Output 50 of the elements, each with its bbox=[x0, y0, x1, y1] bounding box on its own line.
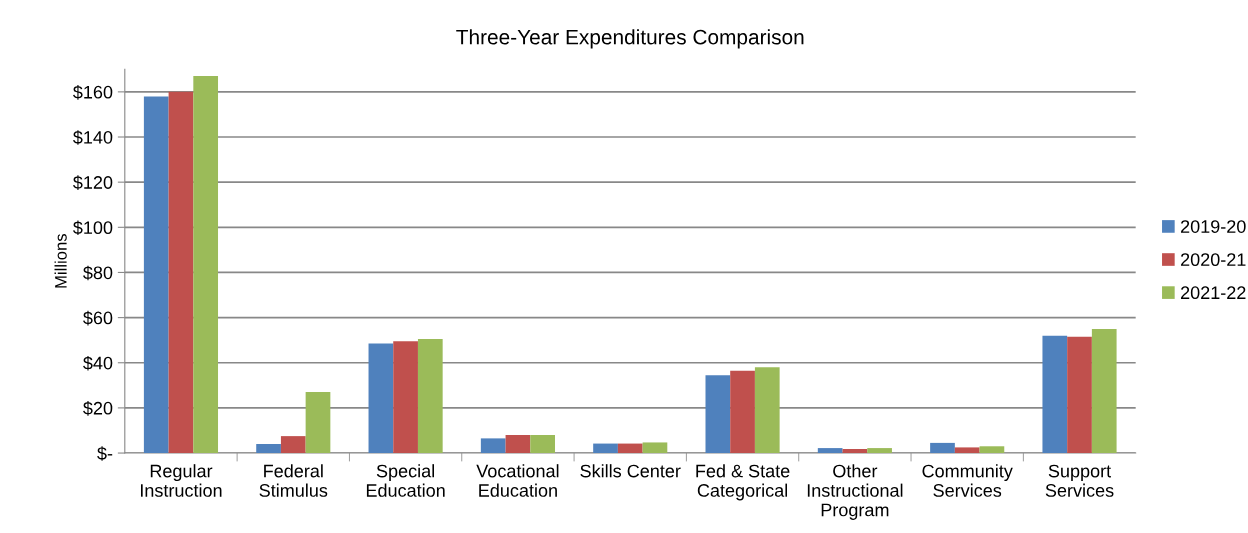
x-tick-label: Fed & State Categorical bbox=[696, 464, 790, 501]
x-tick-label: Support Services bbox=[1045, 464, 1114, 497]
x-tick-label: Federal Stimulus bbox=[259, 464, 328, 497]
bar bbox=[417, 339, 443, 454]
bar bbox=[256, 444, 281, 454]
bar bbox=[1067, 336, 1092, 454]
bar bbox=[168, 91, 194, 454]
bar bbox=[193, 76, 219, 454]
bar bbox=[617, 443, 643, 454]
bar bbox=[393, 341, 418, 454]
y-tick-label: $80 bbox=[83, 265, 113, 281]
y-tick-label: $- bbox=[97, 446, 113, 461]
bar bbox=[754, 367, 780, 454]
bar bbox=[1042, 335, 1068, 454]
bar bbox=[368, 343, 394, 454]
bar bbox=[530, 434, 555, 454]
legend-label: 2019-20 bbox=[1181, 220, 1246, 233]
y-axis-title: Millions bbox=[54, 233, 67, 288]
y-tick-label: $160 bbox=[73, 85, 113, 100]
legend-label: 2021-22 bbox=[1181, 286, 1246, 300]
bar bbox=[954, 447, 980, 454]
x-tick-label: Special Education bbox=[366, 464, 445, 497]
x-tick-label: Skills Center bbox=[580, 464, 681, 478]
bar bbox=[642, 442, 668, 454]
bar bbox=[867, 448, 892, 454]
x-tick-label: Regular Instruction bbox=[140, 464, 222, 497]
bar bbox=[705, 375, 731, 454]
legend-label: 2020-21 bbox=[1181, 253, 1246, 267]
bar bbox=[817, 448, 843, 454]
x-tick-label: Vocational Education bbox=[476, 464, 559, 497]
x-tick-label: Other Instructional Program bbox=[807, 464, 903, 520]
bar bbox=[979, 446, 1005, 454]
x-tick-label: Community Services bbox=[922, 464, 1013, 497]
bar bbox=[730, 370, 755, 454]
bar bbox=[1091, 328, 1117, 454]
bar bbox=[842, 448, 868, 454]
bar bbox=[280, 436, 306, 454]
bar bbox=[143, 96, 169, 454]
bar bbox=[505, 434, 531, 454]
y-tick-label: $100 bbox=[73, 220, 113, 236]
bar bbox=[930, 442, 955, 454]
y-tick-label: $120 bbox=[73, 175, 113, 190]
y-tick-label: $20 bbox=[83, 401, 113, 416]
chart-title: Three-Year Expenditures Comparison bbox=[456, 29, 804, 49]
bar bbox=[480, 438, 506, 454]
y-tick-label: $140 bbox=[73, 130, 113, 145]
bar bbox=[305, 392, 331, 454]
bar bbox=[593, 443, 618, 454]
y-tick-label: $40 bbox=[83, 355, 113, 371]
y-tick-label: $60 bbox=[83, 310, 113, 326]
